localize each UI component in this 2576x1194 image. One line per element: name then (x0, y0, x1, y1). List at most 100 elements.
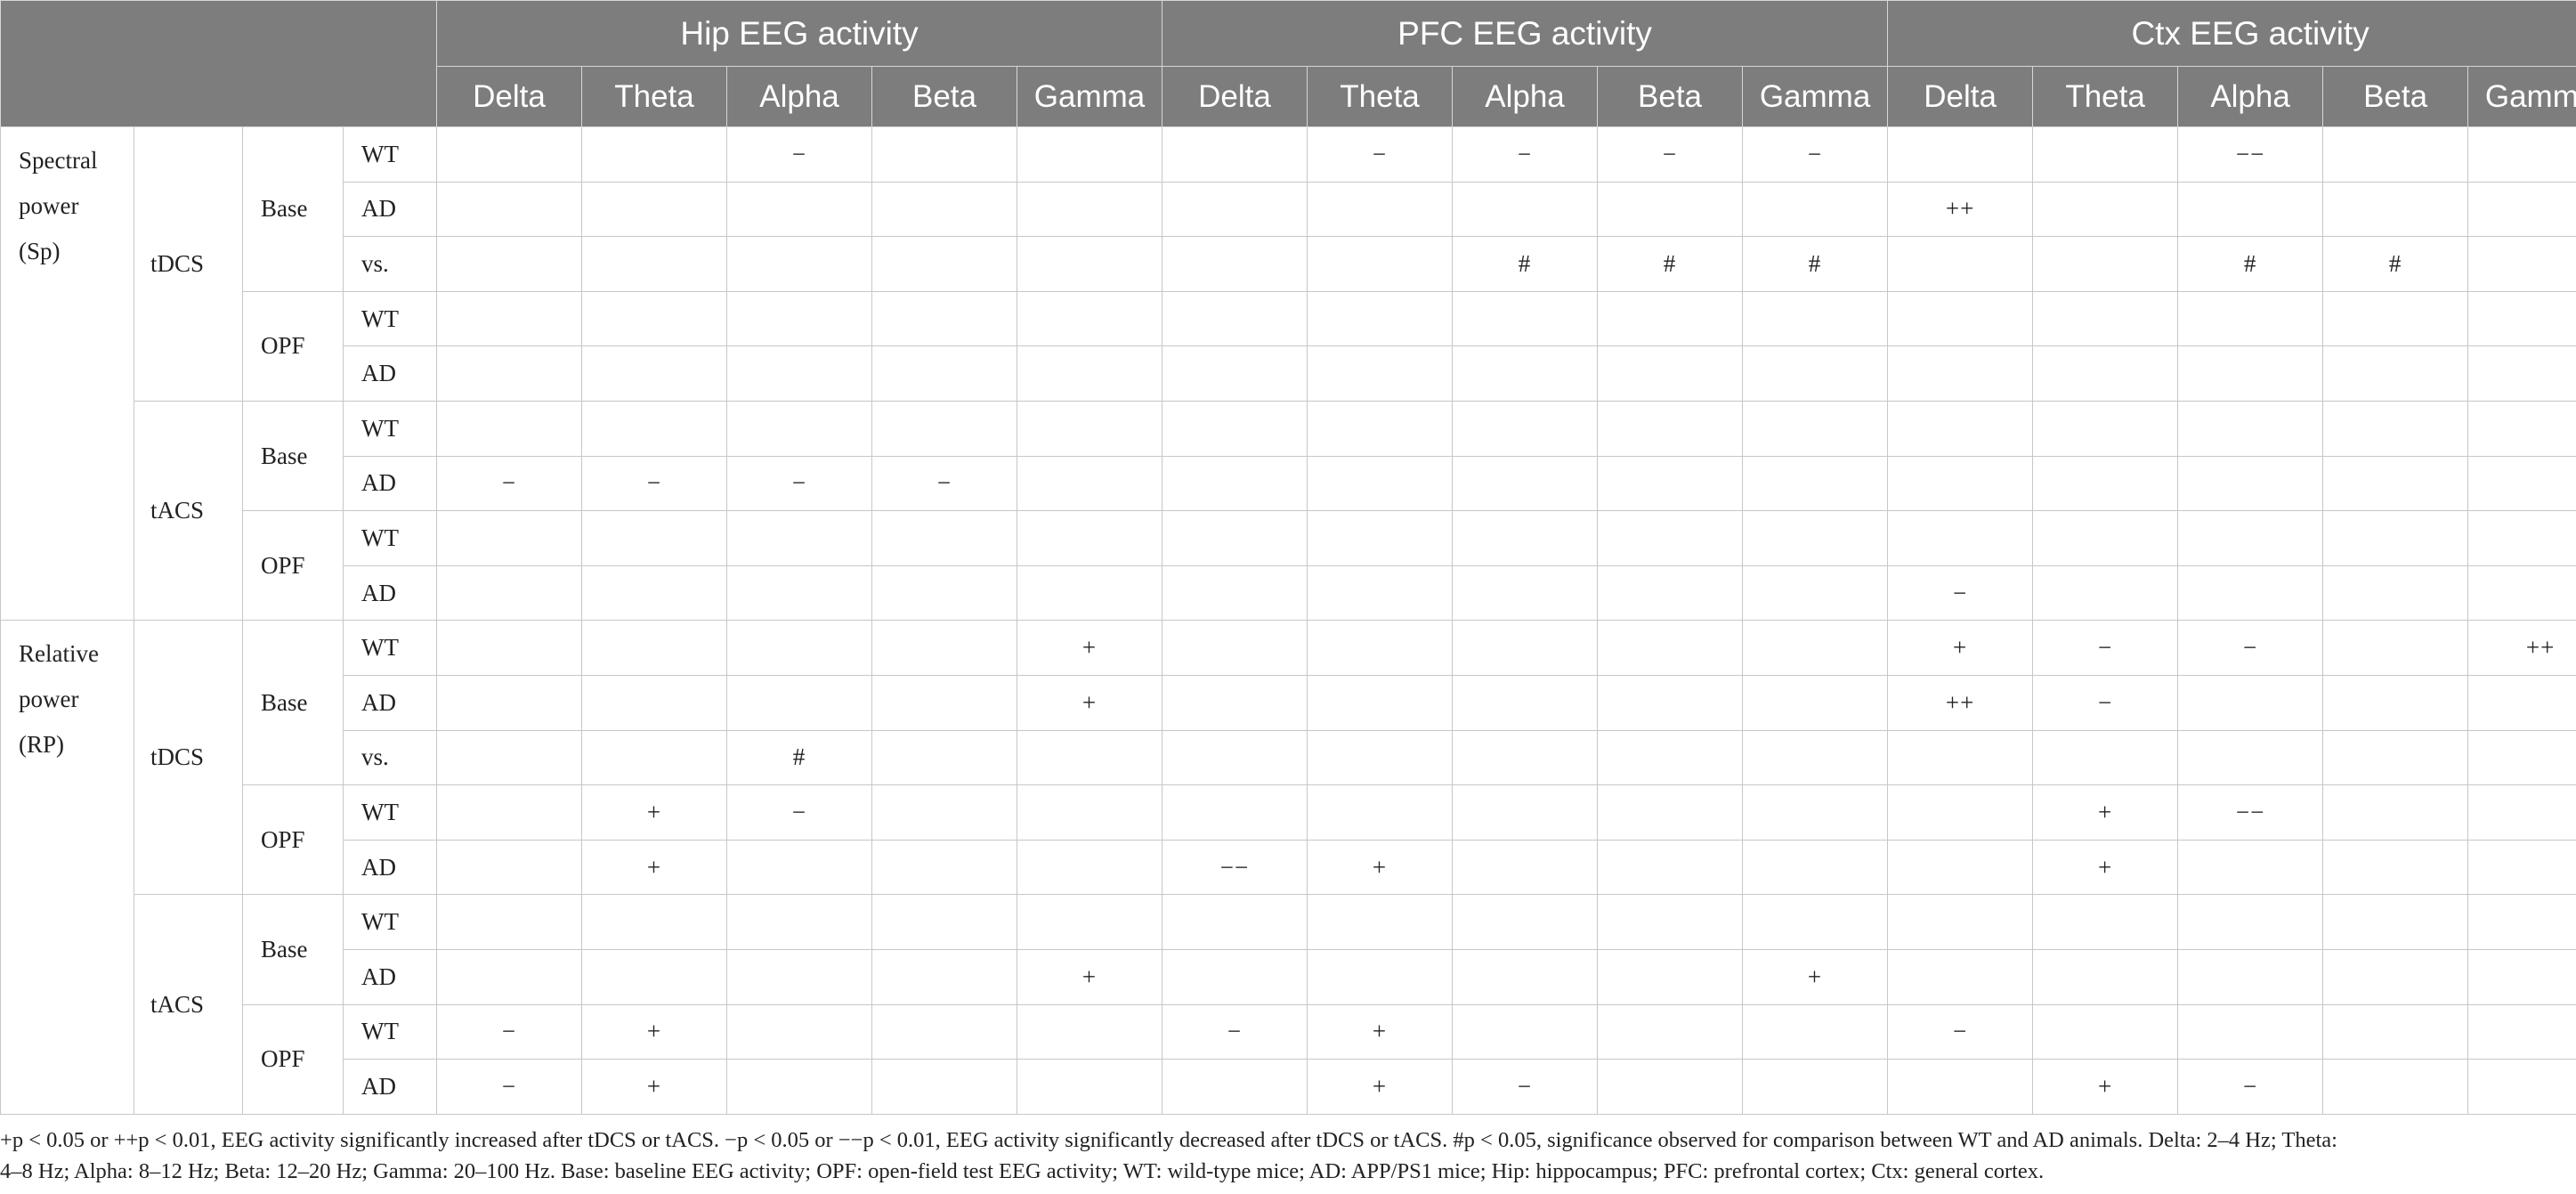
value-cell: − (1597, 126, 1744, 183)
value-cell (1162, 236, 1308, 292)
value-cell (1452, 620, 1599, 676)
value-cell (2032, 181, 2179, 238)
value-cell (436, 236, 582, 292)
value-cell (2467, 345, 2576, 402)
value-cell (1742, 400, 1889, 457)
value-cell (726, 181, 872, 238)
value-cell (581, 181, 727, 238)
value-cell (1742, 1059, 1889, 1115)
value-cell (2322, 181, 2469, 238)
value-cell: + (581, 784, 727, 841)
value-cell (2177, 948, 2324, 1005)
value-cell (1016, 510, 1163, 566)
value-cell: + (1887, 620, 2034, 676)
value-cell (2322, 400, 2469, 457)
value-cell: − (2032, 620, 2179, 676)
value-cell (1742, 510, 1889, 566)
band-header-hip-alpha: Alpha (726, 66, 872, 127)
value-cell (1742, 784, 1889, 841)
value-cell (581, 729, 727, 786)
corner-header (0, 0, 437, 127)
value-cell (1887, 948, 2034, 1005)
value-cell (2032, 290, 2179, 347)
value-cell (1162, 948, 1308, 1005)
table-row: vs. # (1, 729, 2576, 786)
value-cell (1307, 620, 1454, 676)
value-cell (1162, 510, 1308, 566)
value-cell (1452, 455, 1599, 512)
band-header-pfc-gamma: Gamma (1742, 66, 1889, 127)
value-cell (2322, 894, 2469, 950)
value-cell (1162, 674, 1308, 731)
value-cell: # (1597, 236, 1744, 292)
band-header-ctx-theta: Theta (2032, 66, 2179, 127)
value-cell (581, 894, 727, 950)
condition-label: OPF (242, 290, 344, 402)
value-cell (581, 290, 727, 347)
value-cell: −− (1162, 839, 1308, 896)
value-cell (871, 510, 1017, 566)
eeg-results-table: Hip EEG activity PFC EEG activity Ctx EE… (0, 0, 2576, 1115)
value-cell: − (1887, 565, 2034, 621)
value-cell: − (726, 455, 872, 512)
value-cell (1597, 894, 1744, 950)
region-header-row: Hip EEG activity PFC EEG activity Ctx EE… (0, 0, 2576, 127)
value-cell: + (581, 1003, 727, 1060)
value-cell (1597, 948, 1744, 1005)
value-cell (2467, 126, 2576, 183)
value-cell (1887, 455, 2034, 512)
value-cell (2032, 455, 2179, 512)
value-cell (1016, 729, 1163, 786)
value-cell (1597, 290, 1744, 347)
value-cell: − (1452, 1059, 1599, 1115)
value-cell (581, 674, 727, 731)
value-cell: # (1742, 236, 1889, 292)
value-cell (871, 784, 1017, 841)
value-cell: + (2032, 1059, 2179, 1115)
value-cell (581, 400, 727, 457)
band-header-row: Delta Theta Alpha Beta Gamma Delta Theta Alpha B… (1, 66, 2576, 127)
value-cell (2177, 181, 2324, 238)
value-cell (1016, 565, 1163, 621)
band-header-pfc-beta: Beta (1597, 66, 1744, 127)
value-cell (2322, 455, 2469, 512)
value-cell (1307, 729, 1454, 786)
measure-label-line: power (19, 686, 79, 713)
value-cell (2032, 1003, 2179, 1060)
value-cell (2322, 1003, 2469, 1060)
measure-label-line: (RP) (19, 731, 65, 759)
value-cell (726, 839, 872, 896)
value-cell (2177, 400, 2324, 457)
value-cell (1742, 181, 1889, 238)
genotype-label: AD (343, 674, 437, 731)
value-cell (1452, 181, 1599, 238)
value-cell (1452, 729, 1599, 786)
value-cell (1597, 455, 1744, 512)
value-cell: − (1452, 126, 1599, 183)
table-row: tACS Base WT (1, 400, 2576, 621)
value-cell (436, 345, 582, 402)
condition-label: OPF (242, 510, 344, 621)
value-cell: − (1742, 126, 1889, 183)
value-cell (2467, 565, 2576, 621)
value-cell (436, 290, 582, 347)
value-cell (581, 126, 727, 183)
genotype-label: vs. (343, 729, 437, 786)
value-cell (871, 126, 1017, 183)
value-cell (436, 948, 582, 1005)
value-cell (726, 290, 872, 347)
value-cell (2467, 674, 2576, 731)
value-cell (581, 345, 727, 402)
value-cell (581, 620, 727, 676)
value-cell (581, 236, 727, 292)
value-cell: − (436, 1059, 582, 1115)
value-cell (871, 345, 1017, 402)
value-cell (871, 674, 1017, 731)
measure-label-line: Spectral (19, 147, 98, 174)
value-cell (436, 565, 582, 621)
value-cell (1307, 565, 1454, 621)
value-cell (1307, 674, 1454, 731)
value-cell (871, 1059, 1017, 1115)
value-cell (2467, 400, 2576, 457)
value-cell: −− (2177, 126, 2324, 183)
